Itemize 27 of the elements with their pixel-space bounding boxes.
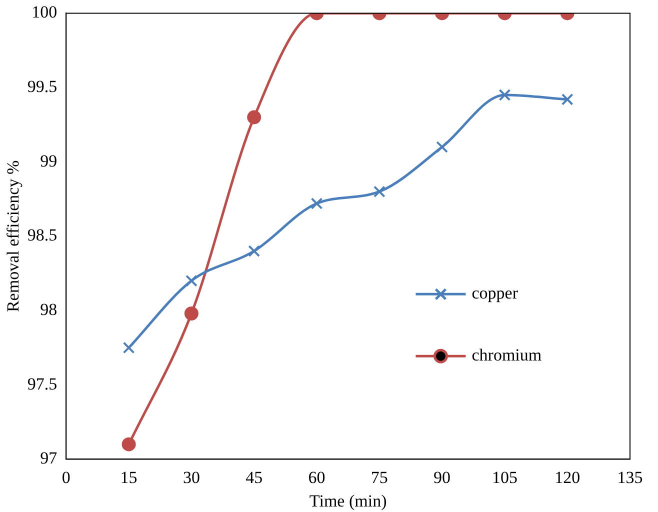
y-tick-label: 98 (40, 300, 58, 319)
point (186, 274, 198, 287)
x-tick-label: 45 (246, 468, 263, 487)
x-tick-label: 60 (308, 468, 326, 487)
x-axis-title: Time (min) (309, 491, 387, 510)
y-tick-label: 99 (40, 151, 58, 170)
x-tick-label: 105 (492, 468, 518, 487)
point (184, 306, 198, 321)
y-tick-label: 97 (40, 448, 58, 468)
y-tick-label: 97.5 (27, 374, 58, 394)
y-tick-label: 100 (32, 2, 58, 22)
x-tick-label: 120 (554, 468, 580, 487)
y-tick-label: 98.5 (27, 226, 58, 245)
legend-label: copper (472, 284, 518, 303)
x-tick-label: 15 (120, 468, 138, 487)
x-tick-label: 30 (182, 468, 200, 487)
legend-label: chromium (472, 346, 542, 365)
point (122, 342, 135, 354)
y-tick-label: 99.5 (27, 77, 58, 96)
x-tick-label: 90 (434, 468, 451, 487)
x-tick-label: 0 (62, 468, 70, 487)
y-axis-title: Removal efficiency % (4, 160, 23, 312)
x-tick-label: 75 (370, 468, 388, 487)
point (248, 245, 260, 258)
point (373, 186, 386, 198)
x-tick-label: 135 (617, 468, 643, 487)
point (310, 198, 323, 210)
